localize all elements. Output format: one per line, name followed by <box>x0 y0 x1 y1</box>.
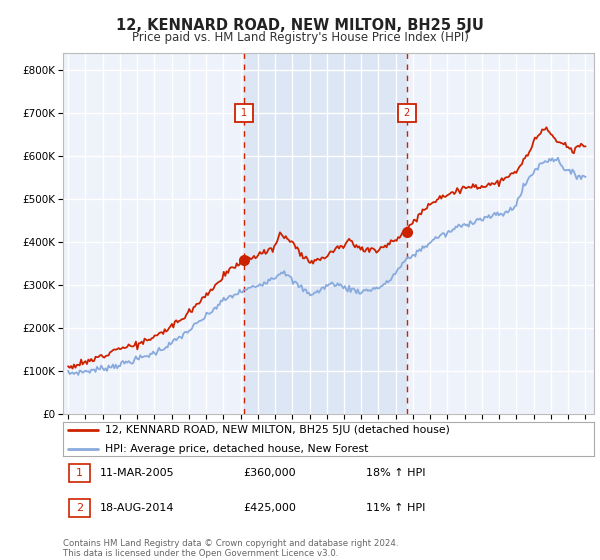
Bar <box>244 53 407 414</box>
FancyBboxPatch shape <box>70 500 89 517</box>
Text: Price paid vs. HM Land Registry's House Price Index (HPI): Price paid vs. HM Land Registry's House … <box>131 31 469 44</box>
Text: 2: 2 <box>403 109 410 118</box>
Text: Contains HM Land Registry data © Crown copyright and database right 2024.
This d: Contains HM Land Registry data © Crown c… <box>63 539 398 558</box>
Text: 1: 1 <box>241 109 247 118</box>
Text: 12, KENNARD ROAD, NEW MILTON, BH25 5JU: 12, KENNARD ROAD, NEW MILTON, BH25 5JU <box>116 18 484 33</box>
Text: 11-MAR-2005: 11-MAR-2005 <box>100 468 175 478</box>
Text: 1: 1 <box>76 468 83 478</box>
Text: 18% ↑ HPI: 18% ↑ HPI <box>365 468 425 478</box>
FancyBboxPatch shape <box>70 464 89 482</box>
Text: 2: 2 <box>76 503 83 513</box>
Text: 18-AUG-2014: 18-AUG-2014 <box>100 503 175 513</box>
Text: 11% ↑ HPI: 11% ↑ HPI <box>365 503 425 513</box>
Text: £425,000: £425,000 <box>244 503 296 513</box>
Text: HPI: Average price, detached house, New Forest: HPI: Average price, detached house, New … <box>106 444 369 454</box>
Text: 12, KENNARD ROAD, NEW MILTON, BH25 5JU (detached house): 12, KENNARD ROAD, NEW MILTON, BH25 5JU (… <box>106 426 451 435</box>
Text: £360,000: £360,000 <box>244 468 296 478</box>
